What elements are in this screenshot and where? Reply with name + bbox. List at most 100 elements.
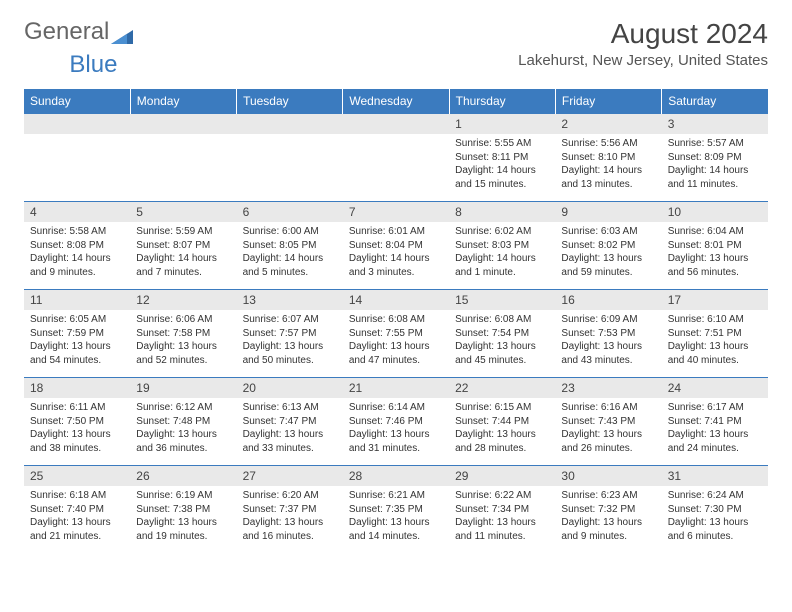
calendar-day-cell: 16Sunrise: 6:09 AMSunset: 7:53 PMDayligh… [555,290,661,378]
logo-text-a: General [24,18,109,46]
sunset-text: Sunset: 7:37 PM [243,503,337,517]
day-info: Sunrise: 6:21 AMSunset: 7:35 PMDaylight:… [343,486,449,547]
calendar-day-cell: 1Sunrise: 5:55 AMSunset: 8:11 PMDaylight… [449,114,555,202]
day-info: Sunrise: 6:01 AMSunset: 8:04 PMDaylight:… [343,222,449,283]
daylight-text: Daylight: 13 hours and 16 minutes. [243,516,337,543]
day-info: Sunrise: 6:08 AMSunset: 7:54 PMDaylight:… [449,310,555,371]
day-info: Sunrise: 5:55 AMSunset: 8:11 PMDaylight:… [449,134,555,195]
weekday-header-row: Sunday Monday Tuesday Wednesday Thursday… [24,89,768,114]
day-number: 13 [237,290,343,310]
calendar-day-cell: 26Sunrise: 6:19 AMSunset: 7:38 PMDayligh… [130,466,236,554]
sunrise-text: Sunrise: 6:12 AM [136,401,230,415]
day-number: 1 [449,114,555,134]
daylight-text: Daylight: 13 hours and 36 minutes. [136,428,230,455]
sunset-text: Sunset: 8:01 PM [668,239,762,253]
day-number-empty [343,114,449,134]
day-number: 15 [449,290,555,310]
calendar-day-cell [237,114,343,202]
sunrise-text: Sunrise: 6:13 AM [243,401,337,415]
daylight-text: Daylight: 14 hours and 13 minutes. [561,164,655,191]
sunrise-text: Sunrise: 6:10 AM [668,313,762,327]
daylight-text: Daylight: 13 hours and 50 minutes. [243,340,337,367]
logo-text-b: Blue [69,51,117,79]
calendar-day-cell: 10Sunrise: 6:04 AMSunset: 8:01 PMDayligh… [662,202,768,290]
calendar-day-cell: 15Sunrise: 6:08 AMSunset: 7:54 PMDayligh… [449,290,555,378]
sunrise-text: Sunrise: 6:00 AM [243,225,337,239]
sunset-text: Sunset: 7:35 PM [349,503,443,517]
sunset-text: Sunset: 7:58 PM [136,327,230,341]
weekday-header: Thursday [449,89,555,114]
sunrise-text: Sunrise: 6:15 AM [455,401,549,415]
sunrise-text: Sunrise: 5:57 AM [668,137,762,151]
day-number: 2 [555,114,661,134]
calendar-day-cell: 25Sunrise: 6:18 AMSunset: 7:40 PMDayligh… [24,466,130,554]
sunset-text: Sunset: 7:53 PM [561,327,655,341]
calendar-day-cell [343,114,449,202]
sunrise-text: Sunrise: 6:08 AM [455,313,549,327]
day-info: Sunrise: 6:17 AMSunset: 7:41 PMDaylight:… [662,398,768,459]
sunset-text: Sunset: 8:03 PM [455,239,549,253]
daylight-text: Daylight: 13 hours and 24 minutes. [668,428,762,455]
calendar-day-cell: 28Sunrise: 6:21 AMSunset: 7:35 PMDayligh… [343,466,449,554]
day-info: Sunrise: 6:07 AMSunset: 7:57 PMDaylight:… [237,310,343,371]
calendar-day-cell: 11Sunrise: 6:05 AMSunset: 7:59 PMDayligh… [24,290,130,378]
day-number: 23 [555,378,661,398]
day-number: 3 [662,114,768,134]
calendar-day-cell: 9 Sunrise: 6:03 AMSunset: 8:02 PMDaylight… [555,202,661,290]
sunset-text: Sunset: 8:02 PM [561,239,655,253]
calendar-day-cell: 14Sunrise: 6:08 AMSunset: 7:55 PMDayligh… [343,290,449,378]
calendar-day-cell: 12Sunrise: 6:06 AMSunset: 7:58 PMDayligh… [130,290,236,378]
calendar-day-cell: 18Sunrise: 6:11 AMSunset: 7:50 PMDayligh… [24,378,130,466]
daylight-text: Daylight: 13 hours and 28 minutes. [455,428,549,455]
weekday-header: Wednesday [343,89,449,114]
sunset-text: Sunset: 7:57 PM [243,327,337,341]
day-info: Sunrise: 6:06 AMSunset: 7:58 PMDaylight:… [130,310,236,371]
daylight-text: Daylight: 13 hours and 31 minutes. [349,428,443,455]
location-text: Lakehurst, New Jersey, United States [518,52,768,69]
day-info: Sunrise: 6:11 AMSunset: 7:50 PMDaylight:… [24,398,130,459]
day-number: 9 [555,202,661,222]
sunset-text: Sunset: 7:43 PM [561,415,655,429]
calendar-day-cell: 27Sunrise: 6:20 AMSunset: 7:37 PMDayligh… [237,466,343,554]
sunrise-text: Sunrise: 6:11 AM [30,401,124,415]
day-info: Sunrise: 6:20 AMSunset: 7:37 PMDaylight:… [237,486,343,547]
sunset-text: Sunset: 7:46 PM [349,415,443,429]
sunrise-text: Sunrise: 6:01 AM [349,225,443,239]
sunrise-text: Sunrise: 6:21 AM [349,489,443,503]
day-number: 10 [662,202,768,222]
day-number: 6 [237,202,343,222]
calendar-day-cell: 17Sunrise: 6:10 AMSunset: 7:51 PMDayligh… [662,290,768,378]
sunset-text: Sunset: 8:11 PM [455,151,549,165]
day-info: Sunrise: 6:19 AMSunset: 7:38 PMDaylight:… [130,486,236,547]
day-number: 30 [555,466,661,486]
daylight-text: Daylight: 14 hours and 15 minutes. [455,164,549,191]
day-number: 19 [130,378,236,398]
calendar-day-cell: 13Sunrise: 6:07 AMSunset: 7:57 PMDayligh… [237,290,343,378]
day-info: Sunrise: 6:12 AMSunset: 7:48 PMDaylight:… [130,398,236,459]
calendar-day-cell: 4Sunrise: 5:58 AMSunset: 8:08 PMDaylight… [24,202,130,290]
day-number: 22 [449,378,555,398]
page-container: General August 2024 Lakehurst, New Jerse… [0,0,792,554]
daylight-text: Daylight: 13 hours and 59 minutes. [561,252,655,279]
sunrise-text: Sunrise: 6:20 AM [243,489,337,503]
daylight-text: Daylight: 13 hours and 26 minutes. [561,428,655,455]
calendar-day-cell: 22Sunrise: 6:15 AMSunset: 7:44 PMDayligh… [449,378,555,466]
day-number: 16 [555,290,661,310]
day-info: Sunrise: 6:16 AMSunset: 7:43 PMDaylight:… [555,398,661,459]
day-number: 18 [24,378,130,398]
sunrise-text: Sunrise: 6:23 AM [561,489,655,503]
sunset-text: Sunset: 7:59 PM [30,327,124,341]
calendar-day-cell: 2Sunrise: 5:56 AMSunset: 8:10 PMDaylight… [555,114,661,202]
weekday-header: Tuesday [237,89,343,114]
day-number-empty [130,114,236,134]
calendar-day-cell: 31Sunrise: 6:24 AMSunset: 7:30 PMDayligh… [662,466,768,554]
day-number: 11 [24,290,130,310]
logo: General [24,18,133,46]
sunset-text: Sunset: 7:34 PM [455,503,549,517]
calendar-day-cell: 8Sunrise: 6:02 AMSunset: 8:03 PMDaylight… [449,202,555,290]
title-block: August 2024 Lakehurst, New Jersey, Unite… [518,18,768,69]
sunrise-text: Sunrise: 6:03 AM [561,225,655,239]
sunset-text: Sunset: 8:08 PM [30,239,124,253]
sunrise-text: Sunrise: 5:59 AM [136,225,230,239]
calendar-day-cell: 6Sunrise: 6:00 AMSunset: 8:05 PMDaylight… [237,202,343,290]
